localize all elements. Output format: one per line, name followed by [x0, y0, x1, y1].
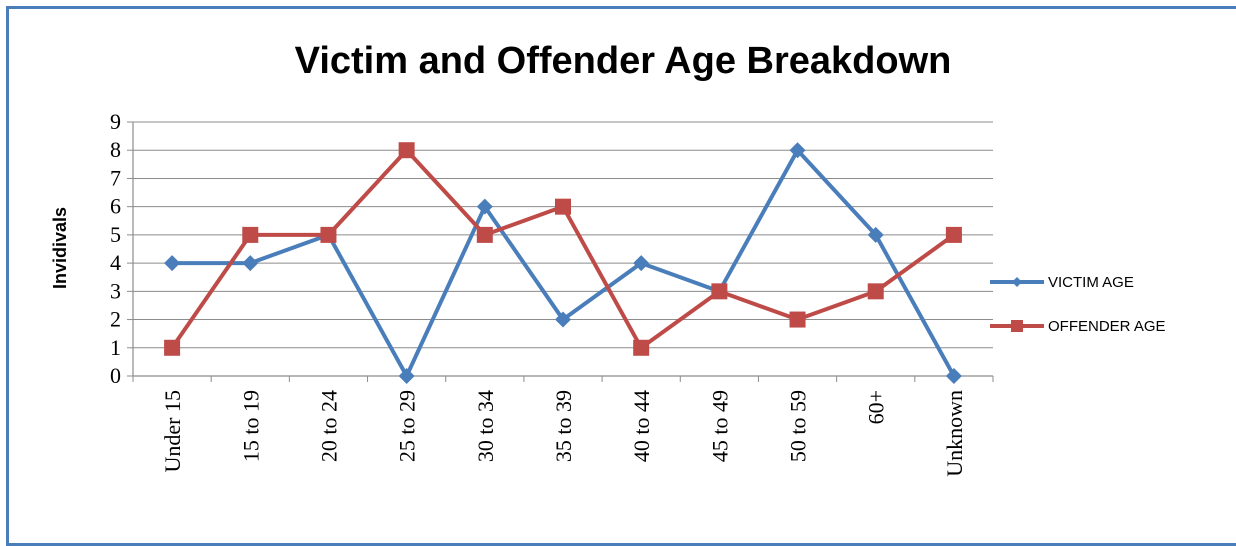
x-tick-label: 40 to 44 — [629, 390, 654, 462]
data-point — [945, 368, 962, 384]
data-point — [320, 226, 337, 243]
x-tick-label: 60+ — [864, 390, 889, 424]
x-tick-label: Unknown — [942, 390, 967, 477]
y-tick-label: 4 — [110, 250, 121, 275]
legend: VICTIM AGE OFFENDER AGE — [990, 274, 1166, 335]
series-group — [164, 142, 962, 384]
series-1 — [164, 142, 962, 356]
x-tick-labels: Under 15 15 to 19 20 to 24 25 to 29 30 to 34… — [160, 390, 967, 477]
y-tick-label: 7 — [110, 165, 121, 190]
x-tick-label: 30 to 34 — [473, 390, 498, 462]
data-point — [164, 339, 181, 356]
legend-item: VICTIM AGE — [990, 274, 1134, 291]
line-chart: Victim and Offender Age Breakdown 012345… — [50, 40, 1166, 477]
data-point — [867, 226, 884, 243]
data-point — [476, 226, 493, 243]
data-point — [711, 283, 728, 300]
y-tick-label: 6 — [110, 194, 121, 219]
data-point — [633, 255, 650, 272]
data-point — [555, 198, 571, 215]
data-point — [945, 226, 962, 243]
data-point — [398, 142, 415, 159]
data-point — [242, 226, 259, 243]
x-tick-label: 50 to 59 — [786, 390, 811, 462]
y-tick-label: 5 — [110, 222, 121, 247]
y-tick-label: 1 — [110, 335, 121, 360]
legend-label: OFFENDER AGE — [1048, 318, 1166, 335]
y-axis-label: Invidivals — [50, 207, 70, 289]
data-point — [633, 339, 650, 356]
legend-marker — [1011, 320, 1023, 332]
data-point — [398, 368, 415, 384]
data-point — [789, 142, 806, 159]
axes — [127, 121, 994, 382]
y-tick-label: 8 — [110, 137, 121, 162]
chart-title: Victim and Offender Age Breakdown — [295, 40, 952, 82]
data-point — [242, 255, 259, 272]
y-tick-label: 2 — [110, 307, 121, 332]
x-tick-label: 35 to 39 — [551, 390, 576, 462]
data-point — [476, 198, 493, 215]
y-tick-label: 3 — [110, 278, 121, 303]
x-tick-label: 25 to 29 — [395, 390, 420, 462]
legend-item: OFFENDER AGE — [990, 318, 1166, 335]
legend-label: VICTIM AGE — [1048, 274, 1134, 291]
y-tick-labels: 0 1 2 3 4 5 6 7 8 9 — [110, 109, 121, 388]
data-point — [164, 255, 181, 272]
data-point — [867, 283, 884, 300]
x-tick-label: 15 to 19 — [238, 390, 263, 462]
y-tick-label: 0 — [110, 363, 121, 388]
x-tick-label: Under 15 — [160, 390, 185, 472]
x-tick-label: 20 to 24 — [316, 390, 341, 462]
data-point — [555, 311, 571, 328]
x-tick-label: 45 to 49 — [707, 390, 732, 462]
data-point — [789, 311, 806, 328]
legend-marker — [1012, 277, 1022, 287]
y-tick-label: 9 — [110, 109, 121, 134]
